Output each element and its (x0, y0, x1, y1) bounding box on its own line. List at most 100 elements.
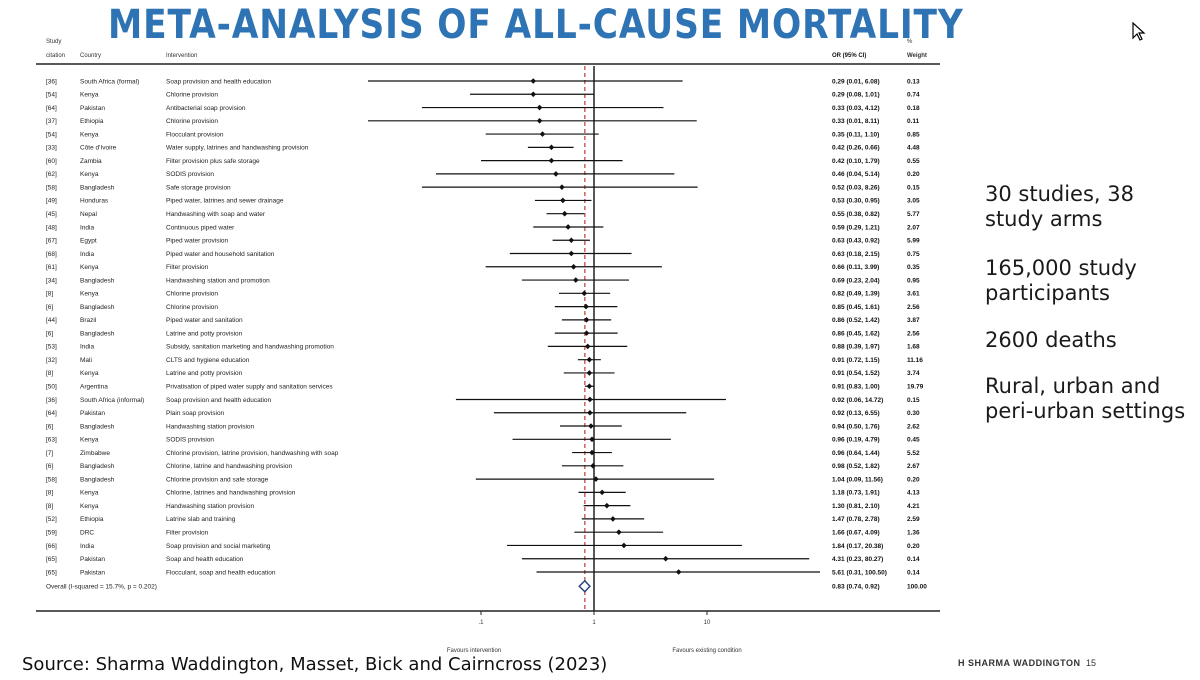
row-or: 0.66 (0.11, 3.99) (832, 264, 879, 271)
row-citation: [36] (46, 78, 57, 85)
row-citation: [50] (46, 384, 57, 391)
slide (0, 0, 965, 680)
row-citation: [53] (46, 344, 57, 351)
forest-plot: Study citation Country Intervention OR (95% … (36, 39, 940, 654)
row-citation: [66] (46, 543, 57, 550)
row-country: Bangladesh (80, 423, 115, 430)
row-or: 0.35 (0.11, 1.10) (832, 131, 879, 138)
row-or: 0.52 (0.03, 8.26) (832, 184, 880, 191)
row-intervention: Flocculant provision (166, 131, 224, 138)
row-country: Kenya (80, 291, 99, 298)
row-or: 0.42 (0.10, 1.79) (832, 158, 880, 165)
row-or: 1.47 (0.78, 2.78) (832, 516, 880, 523)
header-citation-1: Study (46, 39, 61, 45)
row-country: India (80, 251, 94, 258)
point-estimate (590, 463, 596, 469)
row-country: Ethiopia (80, 516, 104, 523)
row-or: 1.30 (0.81, 2.10) (832, 503, 880, 510)
row-country: Kenya (80, 370, 99, 377)
row-intervention: Chlorine provision (166, 118, 218, 125)
row-citation: [65] (46, 556, 57, 563)
row-intervention: Piped water, latrines and sewer drainage (166, 198, 284, 205)
row-or: 0.69 (0.23, 2.04) (832, 277, 880, 284)
row-country: Bangladesh (80, 277, 115, 284)
row-citation: [7] (46, 450, 53, 457)
row-weight: 3.05 (907, 198, 920, 205)
row-or: 0.86 (0.52, 1.42) (832, 317, 880, 324)
row-country: Kenya (80, 503, 99, 510)
row-country: Kenya (80, 131, 99, 138)
row-citation: [8] (46, 291, 53, 298)
row-intervention: Chlorine provision (166, 92, 218, 99)
bullet-studies: 30 studies, 38 study arms (985, 182, 1134, 231)
row-country: Honduras (80, 198, 109, 205)
row-or: 1.66 (0.67, 4.09) (832, 529, 880, 536)
row-weight: 0.30 (907, 410, 920, 417)
row-citation: [64] (46, 105, 57, 112)
row-or: 0.33 (0.01, 8.11) (832, 118, 879, 125)
row-country: India (80, 543, 94, 550)
row-intervention: Soap provision and health education (166, 397, 272, 404)
row-citation: [8] (46, 490, 53, 497)
row-weight: 0.75 (907, 251, 920, 258)
point-estimate (568, 250, 575, 257)
row-intervention: Chlorine, latrine and handwashing provis… (166, 463, 292, 470)
row-country: Bangladesh (80, 476, 115, 483)
row-intervention: Latrine slab and training (166, 516, 236, 523)
row-weight: 2.62 (907, 423, 920, 430)
row-intervention: Privatisation of piped water supply and … (166, 384, 333, 391)
row-citation: [68] (46, 251, 57, 258)
row-intervention: Water supply, latrines and handwashing p… (166, 145, 309, 152)
row-weight: 3.61 (907, 291, 920, 298)
row-or: 1.84 (0.17, 20.38) (832, 543, 883, 550)
row-country: Nepal (80, 211, 98, 218)
row-citation: [64] (46, 410, 57, 417)
row-citation: [48] (46, 224, 57, 231)
row-country: Mali (80, 357, 92, 364)
row-weight: 0.45 (907, 437, 920, 444)
row-or: 0.29 (0.08, 1.01) (832, 92, 880, 99)
row-or: 0.33 (0.03, 4.12) (832, 105, 880, 112)
row-intervention: Filter provision (166, 529, 209, 536)
row-or: 0.91 (0.83, 1.00) (832, 384, 880, 391)
row-intervention: Latrine and potty provision (166, 330, 243, 337)
row-weight: 11.16 (907, 357, 923, 364)
row-or: 0.59 (0.29, 1.21) (832, 224, 880, 231)
row-intervention: Chlorine, latrines and handwashing provi… (166, 490, 296, 497)
row-weight: 4.48 (907, 145, 920, 152)
point-estimate (530, 78, 537, 84)
row-citation: [54] (46, 92, 57, 99)
row-citation: [8] (46, 503, 53, 510)
row-weight: 0.15 (907, 397, 920, 404)
row-weight: 0.20 (907, 543, 920, 550)
row-weight: 1.36 (907, 529, 920, 536)
row-country: Kenya (80, 264, 99, 271)
row-citation: [8] (46, 370, 53, 377)
row-intervention: Handwashing with soap and water (166, 211, 266, 218)
row-country: South Africa (formal) (80, 78, 139, 85)
row-citation: [37] (46, 118, 57, 125)
row-country: Zambia (80, 158, 102, 165)
row-intervention: Soap provision and social marketing (166, 543, 271, 550)
mouse-cursor-icon (1132, 22, 1146, 41)
row-intervention: Handwashing station provision (166, 423, 255, 430)
overall-weight: 100.00 (907, 584, 927, 591)
x-tick-label: .1 (478, 620, 484, 626)
point-estimate (559, 184, 565, 190)
row-weight: 2.56 (907, 304, 920, 311)
row-weight: 4.21 (907, 503, 920, 510)
row-weight: 1.68 (907, 344, 920, 351)
row-intervention: Latrine and potty provision (166, 370, 243, 377)
row-intervention: Handwashing station and promotion (166, 277, 270, 284)
row-country: South Africa (informal) (80, 397, 144, 404)
row-country: Bangladesh (80, 304, 115, 311)
point-estimate (586, 356, 593, 363)
row-weight: 2.67 (907, 463, 920, 470)
row-citation: [58] (46, 184, 57, 191)
overall-label: Overall (I-squared = 15.7%, p = 0.202) (46, 584, 157, 591)
row-intervention: Filter provision (166, 264, 209, 271)
row-intervention: Piped water and sanitation (166, 317, 243, 324)
row-intervention: Chlorine provision (166, 291, 218, 298)
point-estimate (572, 277, 579, 283)
row-or: 0.53 (0.30, 0.95) (832, 198, 880, 205)
